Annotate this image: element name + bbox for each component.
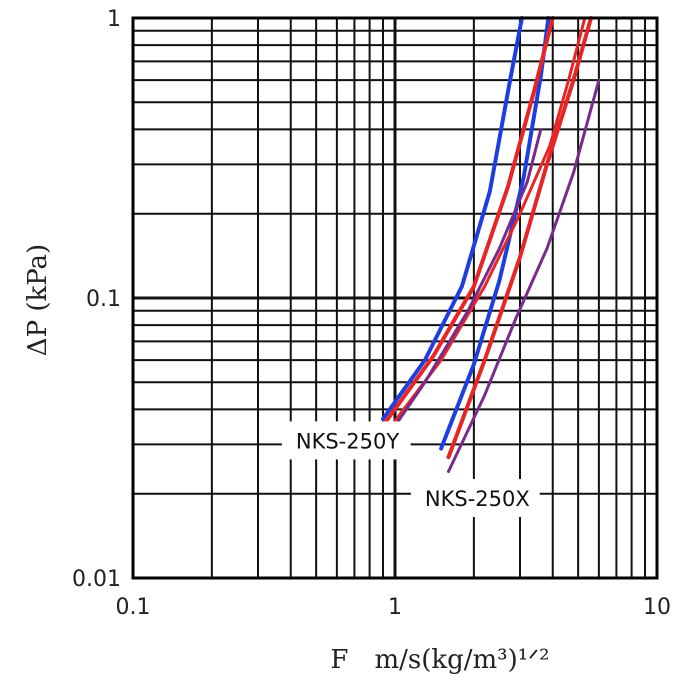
grid [133, 18, 657, 578]
y-tick-label: 0.01 [72, 567, 121, 592]
series-line-5 [446, 16, 593, 460]
plot-frame [131, 16, 659, 580]
x-tick-label: 0.1 [116, 595, 151, 620]
callout-label: NKS-250X [425, 487, 530, 511]
y-tick-label: 0.1 [86, 287, 121, 312]
callout-box [410, 479, 540, 518]
y-axis-label: ΔP (kPa) [23, 244, 53, 356]
x-tick-label: 1 [388, 595, 402, 620]
series-group [375, 16, 601, 473]
tick-labels: 0.1 1 10 0.01 0.1 1 [72, 7, 671, 620]
series-line-7 [447, 78, 601, 473]
series-line-4 [381, 16, 587, 439]
y-tick-label: 1 [107, 7, 121, 32]
x-tick-label: 10 [643, 595, 671, 620]
callout-box [281, 421, 411, 460]
series-line-1 [381, 16, 524, 421]
x-axis-label: F m/s(kg/m³)¹ᐟ² [330, 645, 549, 675]
callouts: NKS-250Y NKS-250X [281, 421, 540, 518]
series-line-3 [381, 16, 555, 428]
series-line-6 [375, 127, 543, 455]
callout-label: NKS-250Y [296, 429, 399, 453]
